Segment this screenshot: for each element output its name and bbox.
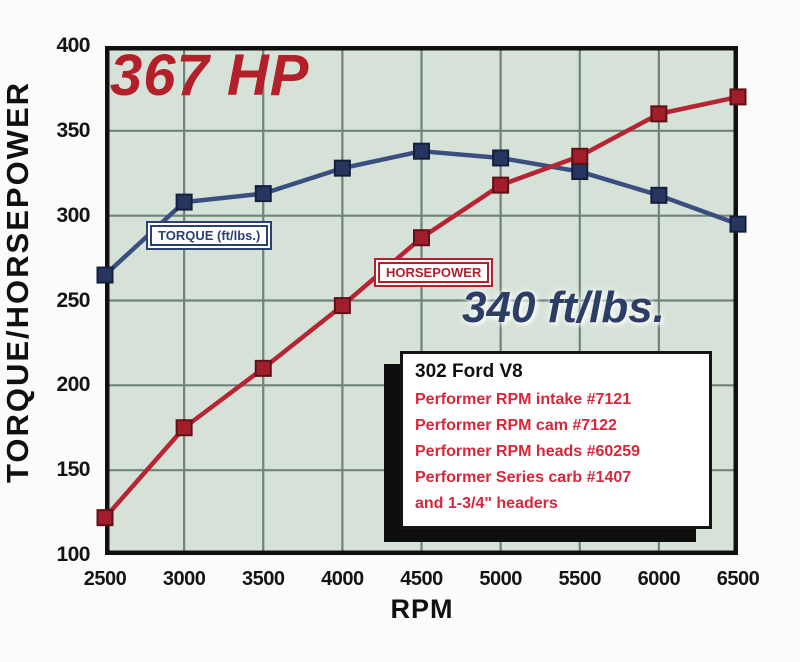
peak-hp-callout: 367 HP: [110, 43, 310, 108]
engine-info-line: Performer RPM intake #7121: [415, 391, 632, 408]
x-tick-label: 4500: [400, 568, 443, 590]
x-tick-label: 6000: [637, 568, 681, 590]
y-tick-label: 150: [56, 458, 90, 482]
y-tick-label: 200: [56, 373, 90, 397]
engine-info-box: 302 Ford V8 Performer RPM intake #7121 Pe…: [400, 351, 712, 529]
torque-data-point-marker: [729, 215, 747, 233]
horsepower-data-point-marker: [333, 297, 351, 315]
engine-info-line: and 1-3/4" headers: [415, 495, 558, 512]
y-tick-label: 300: [56, 203, 90, 227]
y-tick-label: 250: [56, 288, 90, 312]
engine-info-line: Performer RPM heads #60259: [415, 443, 640, 460]
engine-info-title: 302 Ford V8: [415, 361, 523, 382]
peak-torque-callout: 340 ft/lbs.: [462, 283, 665, 332]
x-tick-label: 5000: [479, 568, 522, 590]
x-tick-label: 3000: [162, 568, 206, 590]
torque-legend-label: TORQUE (ft/lbs.): [150, 225, 269, 246]
engine-info-lines: Performer RPM intake #7121 Performer RPM …: [415, 387, 697, 517]
horsepower-data-point-marker: [729, 88, 747, 106]
y-tick-label: 400: [56, 34, 90, 57]
torque-data-point-marker: [333, 159, 351, 177]
engine-info-line: Performer RPM cam #7122: [415, 417, 617, 434]
horsepower-legend-label: HORSEPOWER: [378, 262, 490, 283]
x-tick-label: 3500: [242, 568, 285, 590]
horsepower-data-point-marker: [571, 147, 589, 165]
horsepower-data-point-marker: [96, 509, 114, 527]
engine-info-line: Performer Series carb #1407: [415, 469, 632, 486]
horsepower-data-point-marker: [650, 105, 668, 123]
torque-data-point-marker: [413, 142, 430, 160]
y-tick-label: 100: [56, 543, 90, 566]
torque-data-point-marker: [650, 186, 668, 204]
horsepower-data-point-marker: [413, 229, 430, 247]
torque-data-point-marker: [571, 163, 589, 181]
torque-legend-box: TORQUE (ft/lbs.): [146, 221, 273, 250]
x-tick-label: 2500: [83, 568, 127, 590]
horsepower-data-point-marker: [175, 419, 193, 437]
plot-border: [105, 46, 738, 555]
torque-data-point-marker: [175, 193, 193, 211]
torque-data-point-marker: [492, 149, 510, 167]
torque-data-point-marker: [96, 266, 114, 284]
torque-data-point-marker: [254, 185, 272, 203]
x-tick-label: 6500: [716, 568, 760, 590]
horsepower-data-point-marker: [254, 359, 272, 377]
x-axis-title: RPM: [390, 594, 454, 624]
horsepower-data-point-marker: [492, 176, 510, 194]
y-tick-label: 350: [56, 118, 90, 142]
x-tick-label: 5500: [558, 568, 602, 590]
horsepower-legend-box: HORSEPOWER: [374, 258, 494, 287]
x-tick-label: 4000: [321, 568, 364, 590]
